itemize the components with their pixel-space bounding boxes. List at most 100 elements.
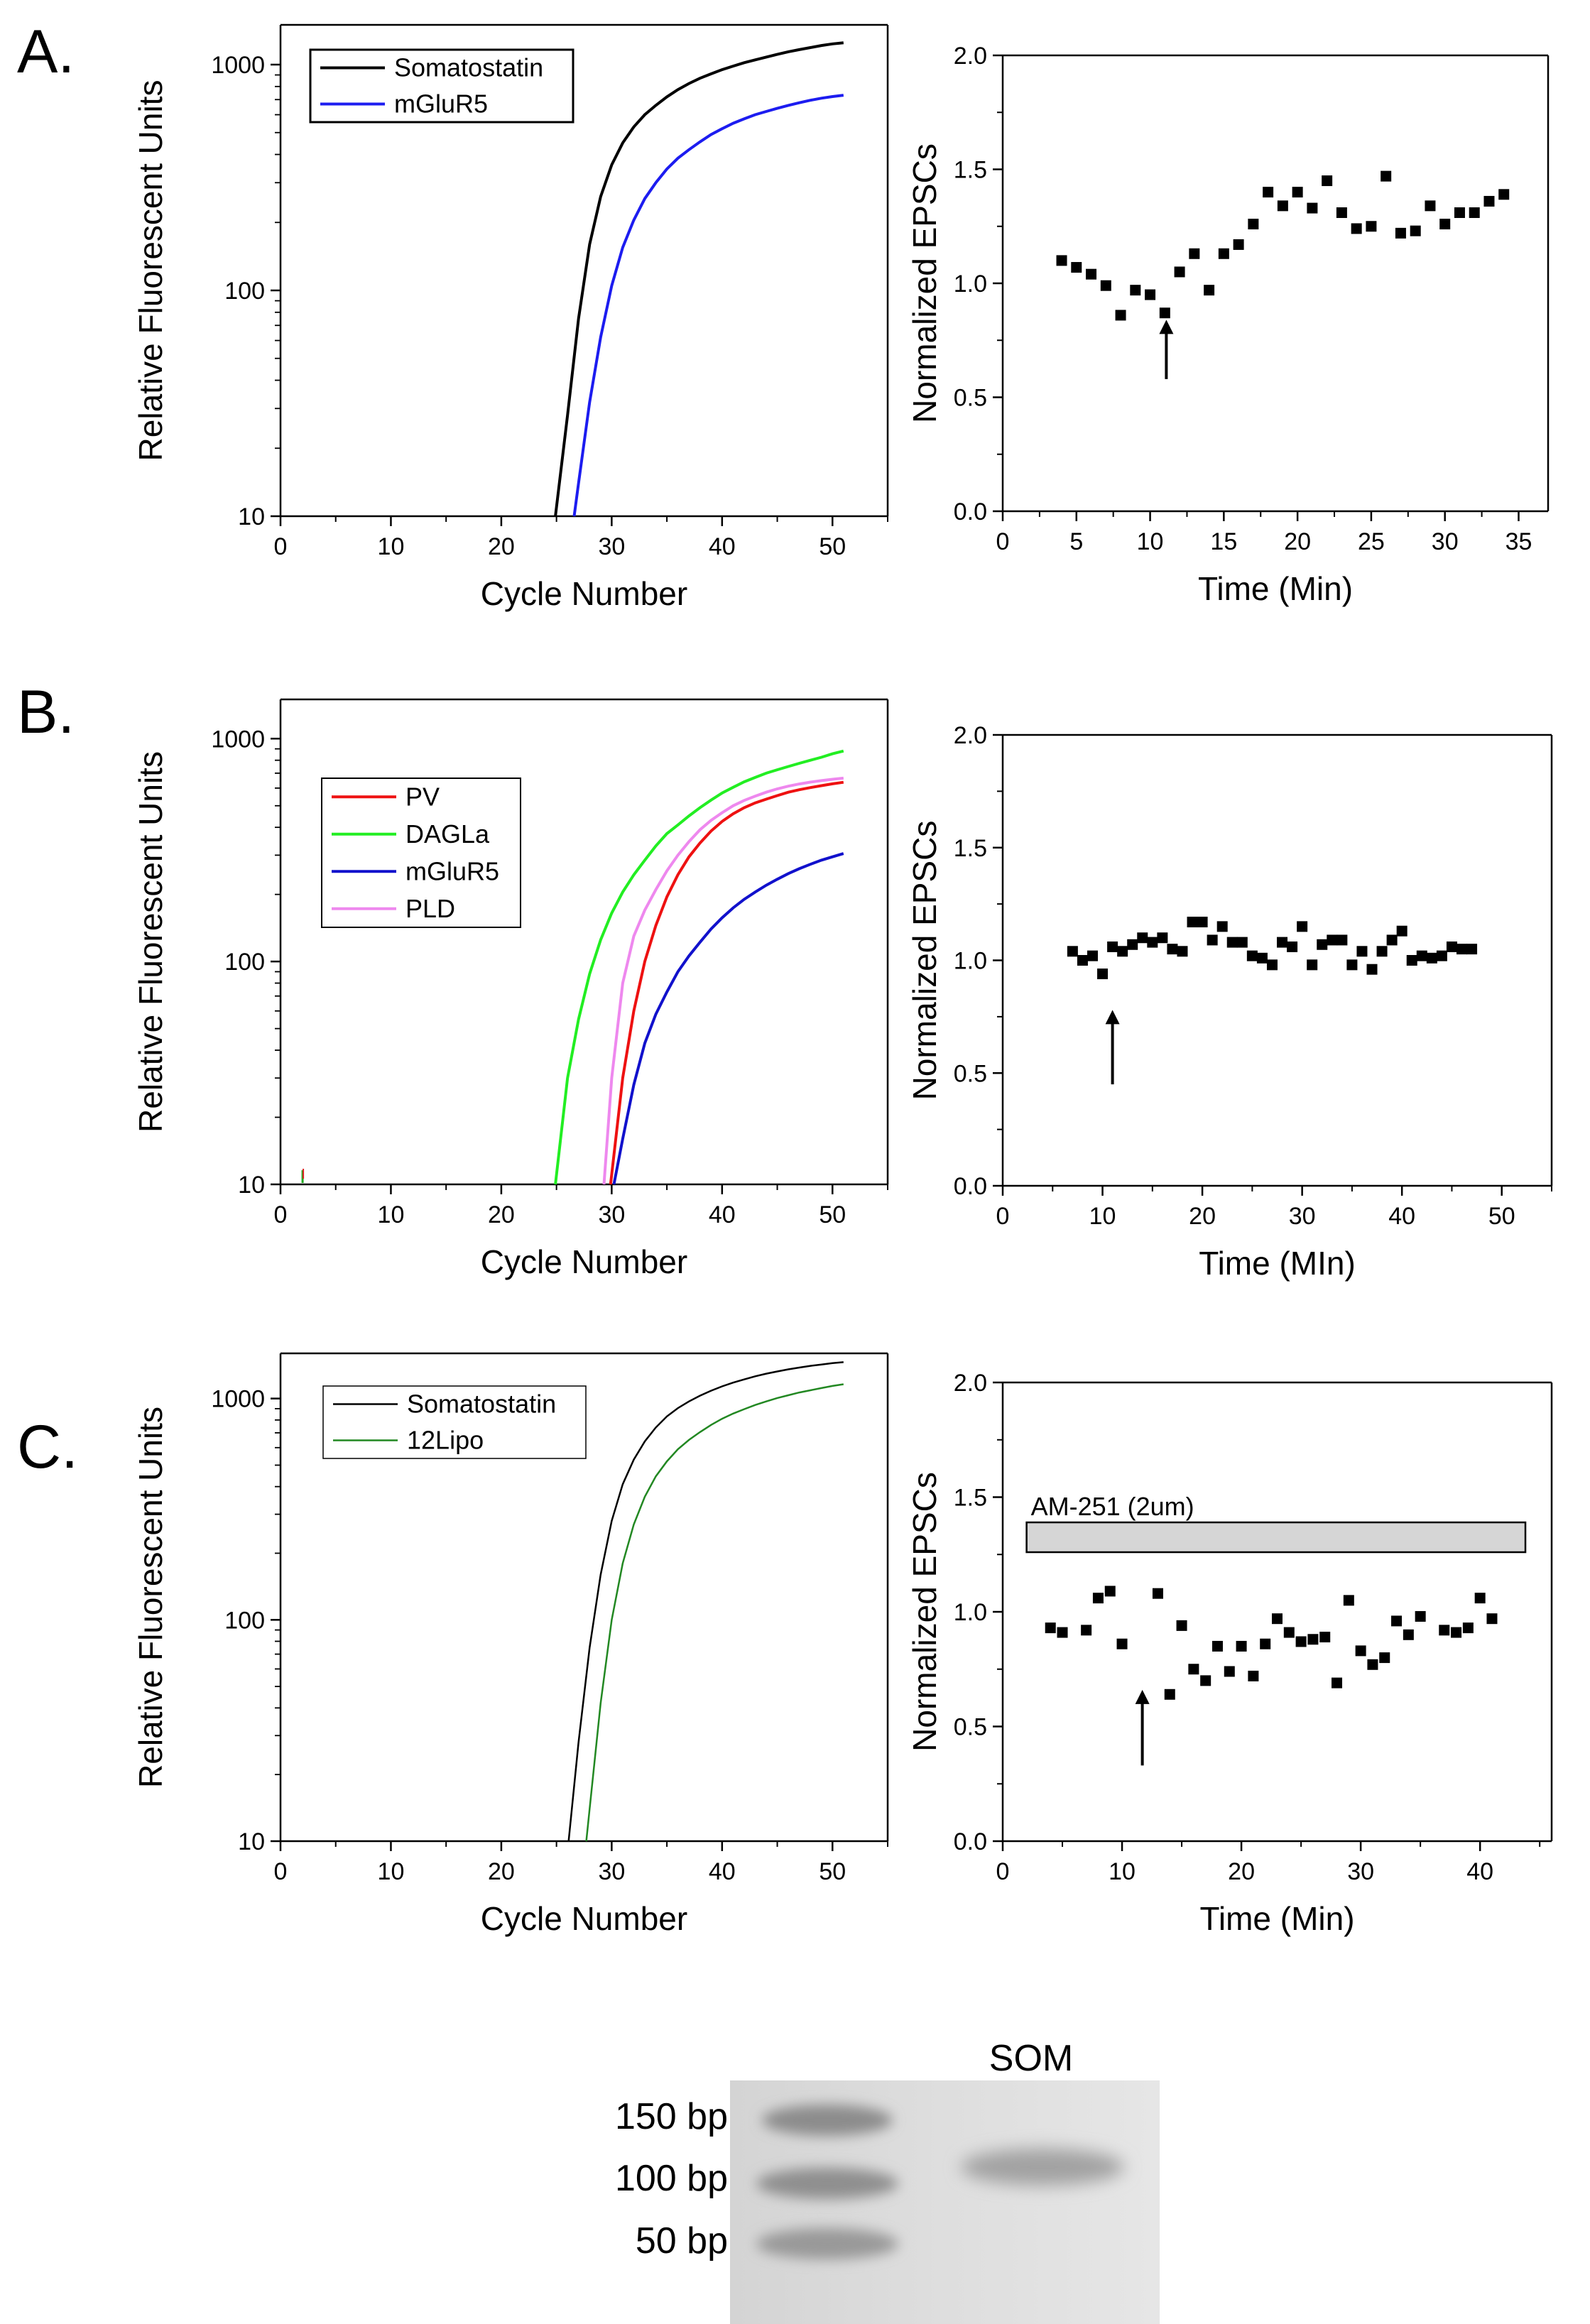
application-arrow-head [1159,320,1174,334]
data-point [1147,937,1158,948]
y-tick-label: 1000 [211,726,265,753]
data-point [1145,289,1156,300]
data-point [1396,925,1407,937]
data-point [1356,946,1368,957]
data-point [1486,1613,1498,1625]
data-point [1317,939,1328,950]
data-point [1416,950,1427,961]
legend: Somatostatin mGluR5 [309,48,575,124]
data-point [1266,959,1278,971]
y-axis-label: Relative Fluorescent Units [132,751,169,1133]
data-point [1272,1613,1283,1625]
chart-A-pcr: 0 10 20 30 40 50 10 100 1000 Cycle Number Relative… [132,23,889,612]
legend-label: DAGLa [405,819,490,849]
legend-box [322,1385,587,1459]
data-point [1469,207,1480,218]
data-point [1130,285,1141,296]
legend-label: 12Lipo [407,1426,484,1455]
data-point [1292,187,1303,198]
panel-letter-c: C. [17,1413,78,1481]
data-point [1260,1638,1271,1649]
x-tick-label: 50 [1488,1203,1515,1230]
data-point [1097,969,1109,980]
legend: Somatostatin 12Lipo [322,1385,587,1459]
data-point [1067,946,1078,957]
x-axis-label: Time (MIn) [1199,1245,1356,1282]
data-point [1207,934,1218,946]
data-point [1081,1625,1092,1636]
gel-marker-50: 50 bp [636,2220,728,2262]
data-point [1498,189,1510,200]
data-point [1366,964,1378,975]
x-tick-label: 40 [709,1858,736,1885]
ladder-band-150 [762,2105,893,2136]
data-point [1366,221,1377,232]
series-line-pld [602,776,844,1185]
x-tick-label: 10 [378,533,405,560]
data-point [1295,1636,1307,1647]
data-point [1045,1622,1056,1634]
x-tick-label: 50 [819,533,846,560]
data-point [1177,946,1188,957]
x-tick-label: 20 [1228,1858,1255,1885]
data-point [1233,239,1244,250]
data-point [1466,944,1478,955]
data-point [1137,932,1148,944]
y-tick-label: 100 [224,949,265,976]
y-tick-label: 10 [238,1828,265,1855]
data-point [1410,225,1421,236]
data-point [1462,1622,1474,1634]
data-point [1346,959,1358,971]
data-point [1107,941,1118,952]
gel-marker-150: 150 bp [615,2096,728,2137]
gel-image: SOM 150 bp 100 bp 50 bp [615,2038,1160,2324]
data-point [1451,1627,1462,1638]
series-line-somatostatin [554,41,844,517]
x-tick-label: 20 [488,1858,515,1885]
x-tick-label: 40 [1466,1858,1493,1885]
y-tick-label: 10 [238,1172,265,1199]
y-tick-label: 2.0 [954,1370,987,1397]
data-point [1204,285,1215,296]
y-tick-label: 2.0 [954,43,987,70]
data-point [1406,955,1417,966]
data-point [1224,1666,1235,1677]
data-point [1256,952,1268,964]
x-tick-label: 50 [819,1201,846,1228]
data-point [1307,959,1318,971]
y-axis-label: Normalized EPSCs [906,1472,943,1752]
data-point [1218,248,1229,259]
data-point [1211,1640,1223,1652]
series-line-12lipo [585,1383,844,1842]
chart-B-pcr: 0 10 20 30 40 50 10 100 1000 Cycle Number Relative… [132,698,889,1280]
x-tick-label: 10 [1109,1858,1136,1885]
legend-box [321,778,521,928]
data-point [1436,950,1447,961]
x-tick-label: 10 [378,1858,405,1885]
data-point [1403,1629,1414,1640]
x-tick-label: 30 [1432,528,1459,555]
data-point [1236,1640,1247,1652]
chart-A-epsc: 0 5 10 15 20 25 30 35 0.0 0.5 1.0 1.5 2.0 Time (Min) N… [906,43,1550,607]
legend-label: PV [405,782,440,811]
y-axis-label: Relative Fluorescent Units [132,1407,169,1788]
gel-lane-label: SOM [989,2038,1073,2079]
data-point [1415,1610,1426,1622]
x-tick-label: 10 [378,1201,405,1228]
data-point [1164,1689,1175,1700]
x-tick-label: 30 [598,1858,625,1885]
legend-box [309,48,575,124]
x-tick-label: 20 [488,533,515,560]
y-tick-label: 0.0 [954,498,987,525]
data-point [1127,939,1138,950]
y-tick-label: 1000 [211,52,265,79]
drug-label: AM-251 (2um) [1031,1492,1194,1521]
x-tick-label: 10 [1089,1203,1116,1230]
ladder-band-50 [756,2228,898,2259]
legend-label: mGluR5 [405,856,499,885]
data-point [1057,1627,1068,1638]
y-axis-label: Normalized EPSCs [906,143,943,423]
data-point [1157,932,1168,944]
x-tick-label: 0 [274,533,288,560]
x-tick-label: 35 [1505,528,1532,555]
